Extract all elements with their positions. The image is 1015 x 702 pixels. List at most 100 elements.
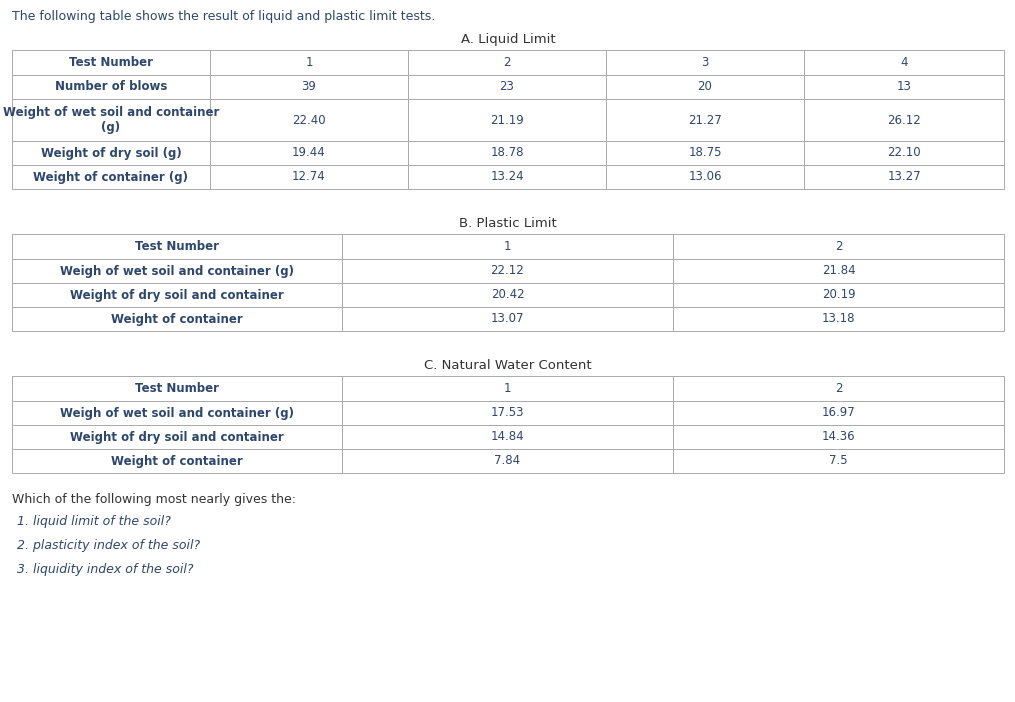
Text: 1: 1 xyxy=(503,240,512,253)
Text: Weight of container: Weight of container xyxy=(111,454,243,468)
Text: 20: 20 xyxy=(697,81,713,93)
Bar xyxy=(673,259,1004,283)
Text: Weigh of wet soil and container (g): Weigh of wet soil and container (g) xyxy=(60,265,294,277)
Text: 1: 1 xyxy=(503,382,512,395)
Bar xyxy=(804,165,1004,189)
Text: 3: 3 xyxy=(701,56,708,69)
Text: Weight of dry soil and container: Weight of dry soil and container xyxy=(70,289,284,301)
Bar xyxy=(673,425,1004,449)
Text: Test Number: Test Number xyxy=(69,56,153,69)
Bar xyxy=(12,99,210,141)
Text: 39: 39 xyxy=(301,81,317,93)
Text: 22.12: 22.12 xyxy=(490,265,525,277)
Text: 22.10: 22.10 xyxy=(887,147,921,159)
Bar xyxy=(804,99,1004,141)
Bar xyxy=(12,75,210,99)
Text: 13.24: 13.24 xyxy=(490,171,524,183)
Bar xyxy=(12,425,342,449)
Text: A. Liquid Limit: A. Liquid Limit xyxy=(461,33,555,46)
Bar xyxy=(673,449,1004,473)
Bar xyxy=(606,50,804,75)
Text: 1. liquid limit of the soil?: 1. liquid limit of the soil? xyxy=(17,515,171,528)
Bar xyxy=(210,99,408,141)
Text: 7.84: 7.84 xyxy=(494,454,521,468)
Bar xyxy=(12,401,342,425)
Bar xyxy=(12,307,342,331)
Text: Weight of container: Weight of container xyxy=(111,312,243,326)
Bar xyxy=(673,307,1004,331)
Text: 13.18: 13.18 xyxy=(822,312,856,326)
Text: 21.84: 21.84 xyxy=(822,265,856,277)
Bar xyxy=(606,141,804,165)
Text: 17.53: 17.53 xyxy=(490,406,525,420)
Bar xyxy=(673,401,1004,425)
Bar xyxy=(804,75,1004,99)
Text: Weight of container (g): Weight of container (g) xyxy=(33,171,189,183)
Text: C. Natural Water Content: C. Natural Water Content xyxy=(424,359,592,372)
Text: 16.97: 16.97 xyxy=(821,406,856,420)
Text: Test Number: Test Number xyxy=(135,382,219,395)
Text: 14.84: 14.84 xyxy=(490,430,525,444)
Bar xyxy=(12,234,342,259)
Text: 2: 2 xyxy=(834,240,842,253)
Text: 2. plasticity index of the soil?: 2. plasticity index of the soil? xyxy=(17,539,200,552)
Bar xyxy=(12,376,342,401)
Bar xyxy=(342,376,673,401)
Bar xyxy=(342,283,673,307)
Text: 2: 2 xyxy=(834,382,842,395)
Text: 14.36: 14.36 xyxy=(822,430,856,444)
Bar xyxy=(12,165,210,189)
Text: 23: 23 xyxy=(499,81,515,93)
Bar xyxy=(606,165,804,189)
Text: 13.27: 13.27 xyxy=(887,171,921,183)
Bar xyxy=(408,165,606,189)
Text: 2: 2 xyxy=(503,56,511,69)
Text: Weight of dry soil (g): Weight of dry soil (g) xyxy=(41,147,182,159)
Bar xyxy=(606,99,804,141)
Text: 21.19: 21.19 xyxy=(490,114,524,126)
Text: 4: 4 xyxy=(900,56,907,69)
Bar xyxy=(210,141,408,165)
Bar xyxy=(408,50,606,75)
Bar xyxy=(408,99,606,141)
Text: 13.06: 13.06 xyxy=(688,171,722,183)
Text: 22.40: 22.40 xyxy=(292,114,326,126)
Text: Number of blows: Number of blows xyxy=(55,81,167,93)
Text: 19.44: 19.44 xyxy=(292,147,326,159)
Bar xyxy=(408,141,606,165)
Text: 20.19: 20.19 xyxy=(822,289,856,301)
Bar xyxy=(673,283,1004,307)
Text: 13: 13 xyxy=(896,81,911,93)
Text: B. Plastic Limit: B. Plastic Limit xyxy=(459,217,557,230)
Bar xyxy=(804,141,1004,165)
Bar xyxy=(342,401,673,425)
Bar xyxy=(673,376,1004,401)
Text: 21.27: 21.27 xyxy=(688,114,722,126)
Text: The following table shows the result of liquid and plastic limit tests.: The following table shows the result of … xyxy=(12,10,435,23)
Text: 13.07: 13.07 xyxy=(490,312,525,326)
Bar xyxy=(342,234,673,259)
Text: Weight of dry soil and container: Weight of dry soil and container xyxy=(70,430,284,444)
Text: 12.74: 12.74 xyxy=(292,171,326,183)
Bar xyxy=(210,165,408,189)
Bar xyxy=(342,449,673,473)
Bar xyxy=(12,449,342,473)
Bar xyxy=(342,259,673,283)
Text: Test Number: Test Number xyxy=(135,240,219,253)
Bar xyxy=(606,75,804,99)
Bar xyxy=(12,283,342,307)
Text: 7.5: 7.5 xyxy=(829,454,848,468)
Bar xyxy=(342,307,673,331)
Text: 1: 1 xyxy=(306,56,313,69)
Text: 18.75: 18.75 xyxy=(688,147,722,159)
Bar xyxy=(342,425,673,449)
Text: Weight of wet soil and container
(g): Weight of wet soil and container (g) xyxy=(3,106,219,134)
Bar xyxy=(12,141,210,165)
Bar xyxy=(210,50,408,75)
Bar xyxy=(12,50,210,75)
Bar xyxy=(210,75,408,99)
Text: 18.78: 18.78 xyxy=(490,147,524,159)
Text: 26.12: 26.12 xyxy=(887,114,921,126)
Bar xyxy=(408,75,606,99)
Text: Weigh of wet soil and container (g): Weigh of wet soil and container (g) xyxy=(60,406,294,420)
